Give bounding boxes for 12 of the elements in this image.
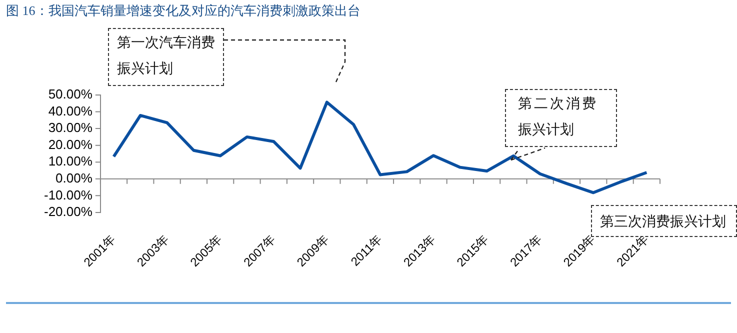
annotation: 第二次消费振兴计划 [505,89,617,147]
y-tick-label: 30.00% [48,120,93,136]
y-tick-label: 40.00% [48,103,93,118]
chart-title: 图 16：我国汽车销量增速变化及对应的汽车消费刺激政策出台 [6,2,360,20]
y-tick-label: 10.00% [48,154,93,169]
y-tick-label: -10.00% [44,187,93,202]
text: 第三次消费振兴计划 [600,215,726,230]
y-tick-label: 0.00% [56,170,93,186]
y-tick-label: 50.00% [48,86,93,102]
y-tick-label: -20.00% [44,204,93,220]
text: 第一次汽车消费振兴计划 [108,28,224,86]
y-tick-label: 20.00% [48,136,93,152]
